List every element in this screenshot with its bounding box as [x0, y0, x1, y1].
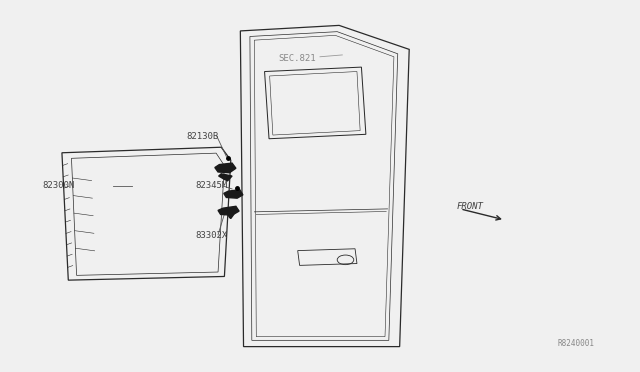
Text: 82345M: 82345M — [196, 182, 228, 190]
Polygon shape — [215, 163, 236, 173]
Text: 82300N: 82300N — [43, 182, 75, 190]
Text: SEC.821: SEC.821 — [278, 54, 316, 63]
Text: 82130B: 82130B — [186, 132, 218, 141]
Polygon shape — [219, 174, 232, 181]
Text: 83302X: 83302X — [196, 231, 228, 240]
Text: R8240001: R8240001 — [557, 340, 594, 349]
Polygon shape — [224, 190, 243, 198]
Polygon shape — [218, 206, 239, 215]
Polygon shape — [228, 214, 234, 218]
Text: FRONT: FRONT — [457, 202, 484, 211]
